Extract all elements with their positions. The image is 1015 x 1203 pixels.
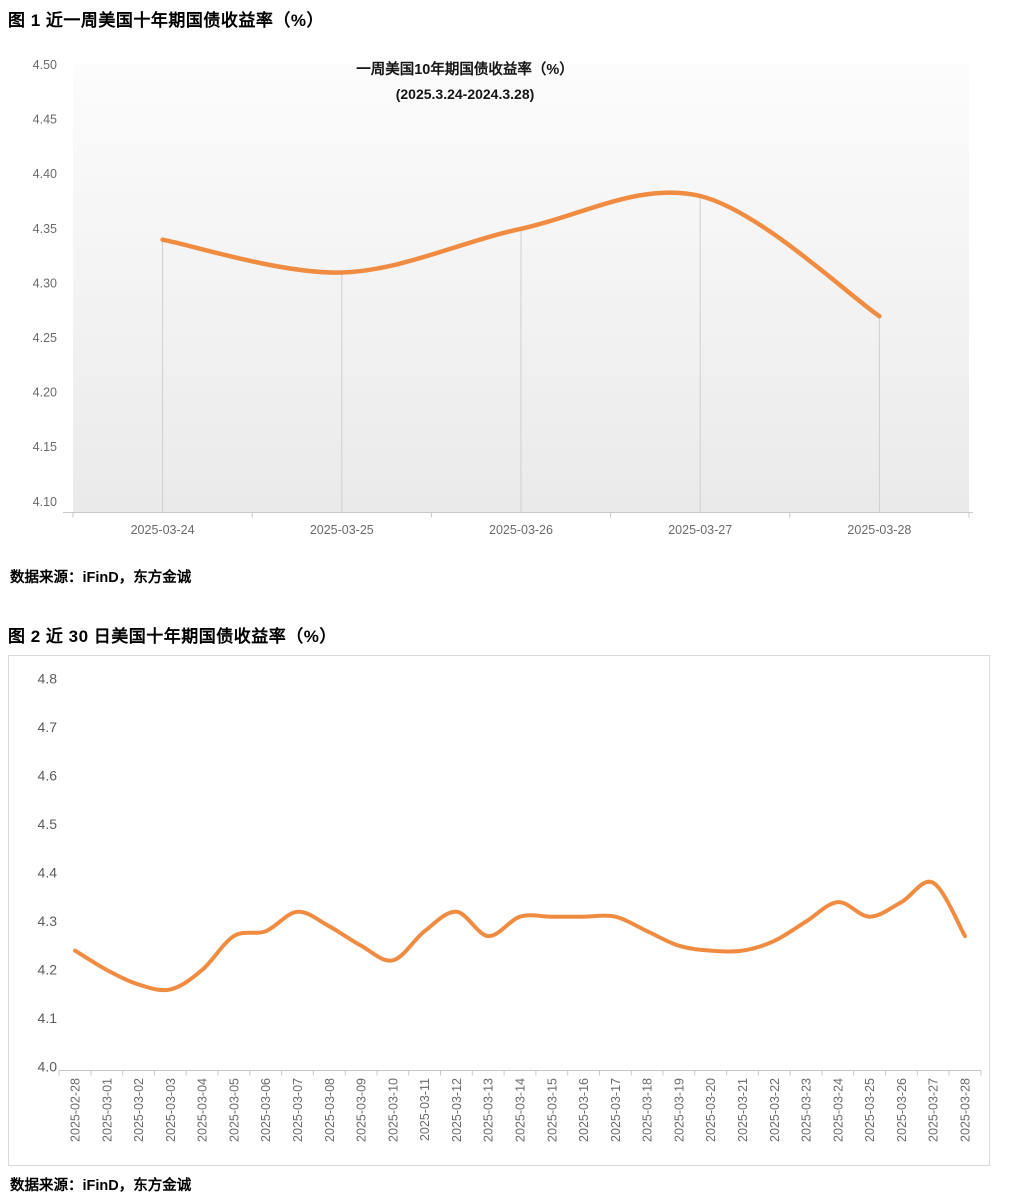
svg-text:4.5: 4.5 bbox=[38, 816, 58, 832]
svg-text:4.0: 4.0 bbox=[38, 1059, 58, 1075]
chart1-title-block: 一周美国10年期国债收益率（%） (2025.3.24-2024.3.28) bbox=[165, 60, 765, 107]
svg-text:4.7: 4.7 bbox=[38, 719, 58, 735]
svg-text:2025-03-01: 2025-03-01 bbox=[100, 1078, 114, 1142]
chart1-x-axis bbox=[63, 512, 973, 518]
svg-text:4.25: 4.25 bbox=[33, 331, 57, 345]
svg-text:2025-03-06: 2025-03-06 bbox=[259, 1078, 273, 1142]
chart2-frame bbox=[8, 655, 990, 1166]
svg-text:2025-03-28: 2025-03-28 bbox=[959, 1078, 973, 1142]
svg-text:4.20: 4.20 bbox=[33, 386, 57, 400]
svg-text:4.40: 4.40 bbox=[33, 167, 57, 181]
figure1-source: 数据来源：iFinD，东方金诚 bbox=[10, 570, 192, 586]
svg-text:2025-03-26: 2025-03-26 bbox=[489, 523, 553, 537]
svg-text:2025-03-16: 2025-03-16 bbox=[577, 1078, 591, 1142]
chart1-droplines bbox=[162, 196, 880, 512]
svg-text:2025-03-07: 2025-03-07 bbox=[291, 1078, 305, 1142]
svg-text:4.2: 4.2 bbox=[38, 962, 58, 978]
svg-text:2025-03-21: 2025-03-21 bbox=[736, 1078, 750, 1142]
svg-text:2025-02-28: 2025-02-28 bbox=[69, 1078, 83, 1142]
svg-text:2025-03-10: 2025-03-10 bbox=[386, 1078, 400, 1142]
svg-text:2025-03-13: 2025-03-13 bbox=[482, 1078, 496, 1142]
chart1-yield-line bbox=[160, 190, 882, 319]
chart2-y-axis-labels: 4.8 4.7 4.6 4.5 4.4 4.3 4.2 4.1 4.0 bbox=[38, 671, 58, 1075]
svg-text:2025-03-17: 2025-03-17 bbox=[609, 1078, 623, 1142]
chart1-y-axis-labels: 4.50 4.45 4.40 4.35 4.30 4.25 4.20 4.15 4.10 bbox=[33, 58, 57, 509]
svg-text:2025-03-27: 2025-03-27 bbox=[927, 1078, 941, 1142]
figure1-heading: 图 1 近一周美国十年期国债收益率（%） bbox=[8, 11, 325, 30]
svg-text:2025-03-04: 2025-03-04 bbox=[196, 1078, 210, 1142]
svg-text:4.50: 4.50 bbox=[33, 58, 57, 72]
chart2-yield-line bbox=[73, 879, 967, 993]
svg-text:2025-03-11: 2025-03-11 bbox=[418, 1078, 432, 1141]
svg-text:2025-03-25: 2025-03-25 bbox=[310, 523, 374, 537]
svg-text:2025-03-14: 2025-03-14 bbox=[514, 1078, 528, 1142]
svg-text:4.35: 4.35 bbox=[33, 222, 57, 236]
svg-text:2025-03-23: 2025-03-23 bbox=[800, 1078, 814, 1142]
figure2-heading: 图 2 近 30 日美国十年期国债收益率（%） bbox=[8, 627, 337, 646]
svg-text:2025-03-08: 2025-03-08 bbox=[323, 1078, 337, 1142]
figure2-source: 数据来源：iFinD，东方金诚 bbox=[10, 1178, 192, 1194]
svg-text:2025-03-27: 2025-03-27 bbox=[668, 523, 732, 537]
chart2-x-axis-labels: 2025-02-28 2025-03-01 2025-03-02 2025-03-03… bbox=[69, 1078, 973, 1142]
svg-text:2025-03-28: 2025-03-28 bbox=[847, 523, 911, 537]
chart1-x-axis-labels: 2025-03-24 2025-03-25 2025-03-26 2025-03-27… bbox=[131, 523, 912, 537]
svg-text:2025-03-02: 2025-03-02 bbox=[132, 1078, 146, 1142]
svg-text:2025-03-20: 2025-03-20 bbox=[704, 1078, 718, 1142]
svg-text:2025-03-24: 2025-03-24 bbox=[831, 1078, 845, 1142]
svg-text:2025-03-15: 2025-03-15 bbox=[545, 1078, 559, 1142]
svg-text:4.8: 4.8 bbox=[38, 671, 58, 687]
svg-text:2025-03-25: 2025-03-25 bbox=[863, 1078, 877, 1142]
svg-text:2025-03-05: 2025-03-05 bbox=[227, 1078, 241, 1142]
svg-text:2025-03-19: 2025-03-19 bbox=[672, 1078, 686, 1142]
svg-text:4.30: 4.30 bbox=[33, 276, 57, 290]
svg-text:2025-03-18: 2025-03-18 bbox=[641, 1078, 655, 1142]
svg-text:2025-03-26: 2025-03-26 bbox=[895, 1078, 909, 1142]
chart1-subtitle: (2025.3.24-2024.3.28) bbox=[395, 86, 535, 102]
svg-text:2025-03-12: 2025-03-12 bbox=[450, 1078, 464, 1142]
svg-text:2025-03-09: 2025-03-09 bbox=[355, 1078, 369, 1142]
svg-text:4.4: 4.4 bbox=[38, 865, 58, 881]
svg-text:4.1: 4.1 bbox=[38, 1010, 58, 1026]
svg-text:2025-03-03: 2025-03-03 bbox=[164, 1078, 178, 1142]
chart1-title: 一周美国10年期国债收益率（%） bbox=[356, 62, 574, 78]
svg-text:4.45: 4.45 bbox=[33, 113, 57, 127]
chart2-x-axis bbox=[58, 1070, 982, 1076]
svg-text:4.6: 4.6 bbox=[38, 768, 58, 784]
svg-text:4.15: 4.15 bbox=[33, 440, 57, 454]
svg-text:2025-03-22: 2025-03-22 bbox=[768, 1078, 782, 1142]
figure1-weekly-yield-chart: 4.50 4.45 4.40 4.35 4.30 4.25 4.20 4.15 4.10 2025… bbox=[33, 58, 973, 537]
svg-text:4.3: 4.3 bbox=[38, 913, 58, 929]
svg-text:4.10: 4.10 bbox=[33, 495, 57, 509]
svg-text:2025-03-24: 2025-03-24 bbox=[131, 523, 195, 537]
